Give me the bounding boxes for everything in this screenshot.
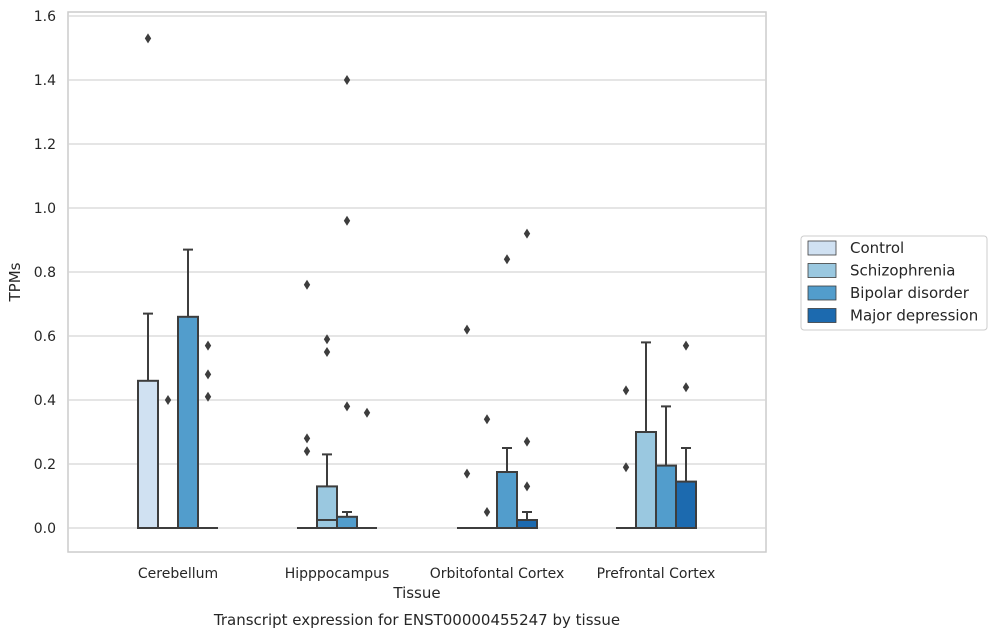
y-tick-label: 1.4 <box>34 73 56 89</box>
box-body <box>655 464 677 530</box>
box <box>496 447 518 529</box>
outlier-point <box>323 347 331 357</box>
box-body <box>635 431 657 529</box>
box <box>336 511 358 529</box>
x-axis-ticks: Cerebellum Hipppocampus Orbitofontal Corte… <box>138 566 715 582</box>
x-tick-label: Hipppocampus <box>285 566 390 582</box>
y-tick-label: 1.0 <box>34 201 56 217</box>
x-axis-label: Tissue <box>392 584 440 602</box>
legend-swatch <box>807 263 837 278</box>
outlier-point <box>483 414 491 425</box>
outlier-point <box>682 382 690 393</box>
legend-label: Major depression <box>850 307 978 325</box>
outlier-point <box>303 279 311 290</box>
legend-swatch <box>807 308 837 323</box>
y-tick-label: 0.8 <box>34 265 56 281</box>
outlier-point <box>622 385 630 396</box>
box <box>177 248 199 529</box>
box <box>516 511 538 529</box>
y-axis-ticks: 0.0 0.2 0.4 0.6 0.8 1.0 1.2 1.4 1.6 <box>34 9 56 537</box>
outlier-point <box>323 334 331 345</box>
box-body <box>516 519 538 529</box>
legend: Control Schizophrenia Bipolar disorder Majo… <box>800 235 988 331</box>
box <box>635 341 657 529</box>
x-tick-label: Orbitofontal Cortex <box>430 566 565 582</box>
y-tick-label: 0.4 <box>34 393 56 409</box>
legend-label: Schizophrenia <box>850 262 955 280</box>
legend-swatch <box>807 285 837 301</box>
x-tick-label: Cerebellum <box>138 566 218 582</box>
outlier-point <box>144 33 152 44</box>
legend-item: Control <box>807 239 904 257</box>
outlier-point <box>682 340 690 351</box>
outlier-point <box>523 436 531 447</box>
box-body <box>336 515 358 529</box>
box-body <box>137 379 159 529</box>
outlier-point <box>343 75 351 85</box>
legend-label: Control <box>850 239 904 257</box>
outlier-point <box>503 254 511 265</box>
y-axis-label: TPMs <box>6 262 24 302</box>
legend-frame <box>800 235 988 331</box>
outlier-point <box>204 340 212 351</box>
outlier-point <box>622 462 630 473</box>
box-body <box>177 315 199 529</box>
outlier-point <box>164 395 172 405</box>
y-tick-label: 0.2 <box>34 457 56 473</box>
box <box>316 453 338 529</box>
outlier-point <box>343 401 351 412</box>
y-tick-label: 1.2 <box>34 137 56 153</box>
legend-item: Schizophrenia <box>807 262 955 280</box>
outlier-point <box>363 407 371 418</box>
outlier-point <box>303 433 311 444</box>
y-tick-label: 1.6 <box>34 9 56 25</box>
box-body <box>675 480 697 530</box>
outlier-point <box>204 391 212 402</box>
x-tick-label: Prefrontal Cortex <box>597 566 716 582</box>
legend-item: Major depression <box>807 307 978 325</box>
outlier-point <box>343 215 351 226</box>
outlier-point <box>523 481 531 492</box>
legend-label: Bipolar disorder <box>850 284 970 302</box>
box-body <box>496 471 518 529</box>
outliers <box>144 33 690 517</box>
legend-item: Bipolar disorder <box>807 284 970 302</box>
chart-caption: Transcript expression for ENST0000045524… <box>213 611 620 629</box>
outlier-point <box>463 324 471 335</box>
box <box>675 447 697 530</box>
outlier-point <box>523 228 531 239</box>
box <box>137 312 159 529</box>
box-body <box>316 485 338 529</box>
outlier-point <box>303 446 311 457</box>
legend-swatch <box>807 240 837 256</box>
outlier-point <box>483 507 491 517</box>
boxes <box>137 248 697 530</box>
outlier-point <box>204 369 212 380</box>
outlier-point <box>463 468 471 479</box>
y-tick-label: 0.6 <box>34 329 56 345</box>
y-tick-label: 0.0 <box>34 521 56 537</box>
